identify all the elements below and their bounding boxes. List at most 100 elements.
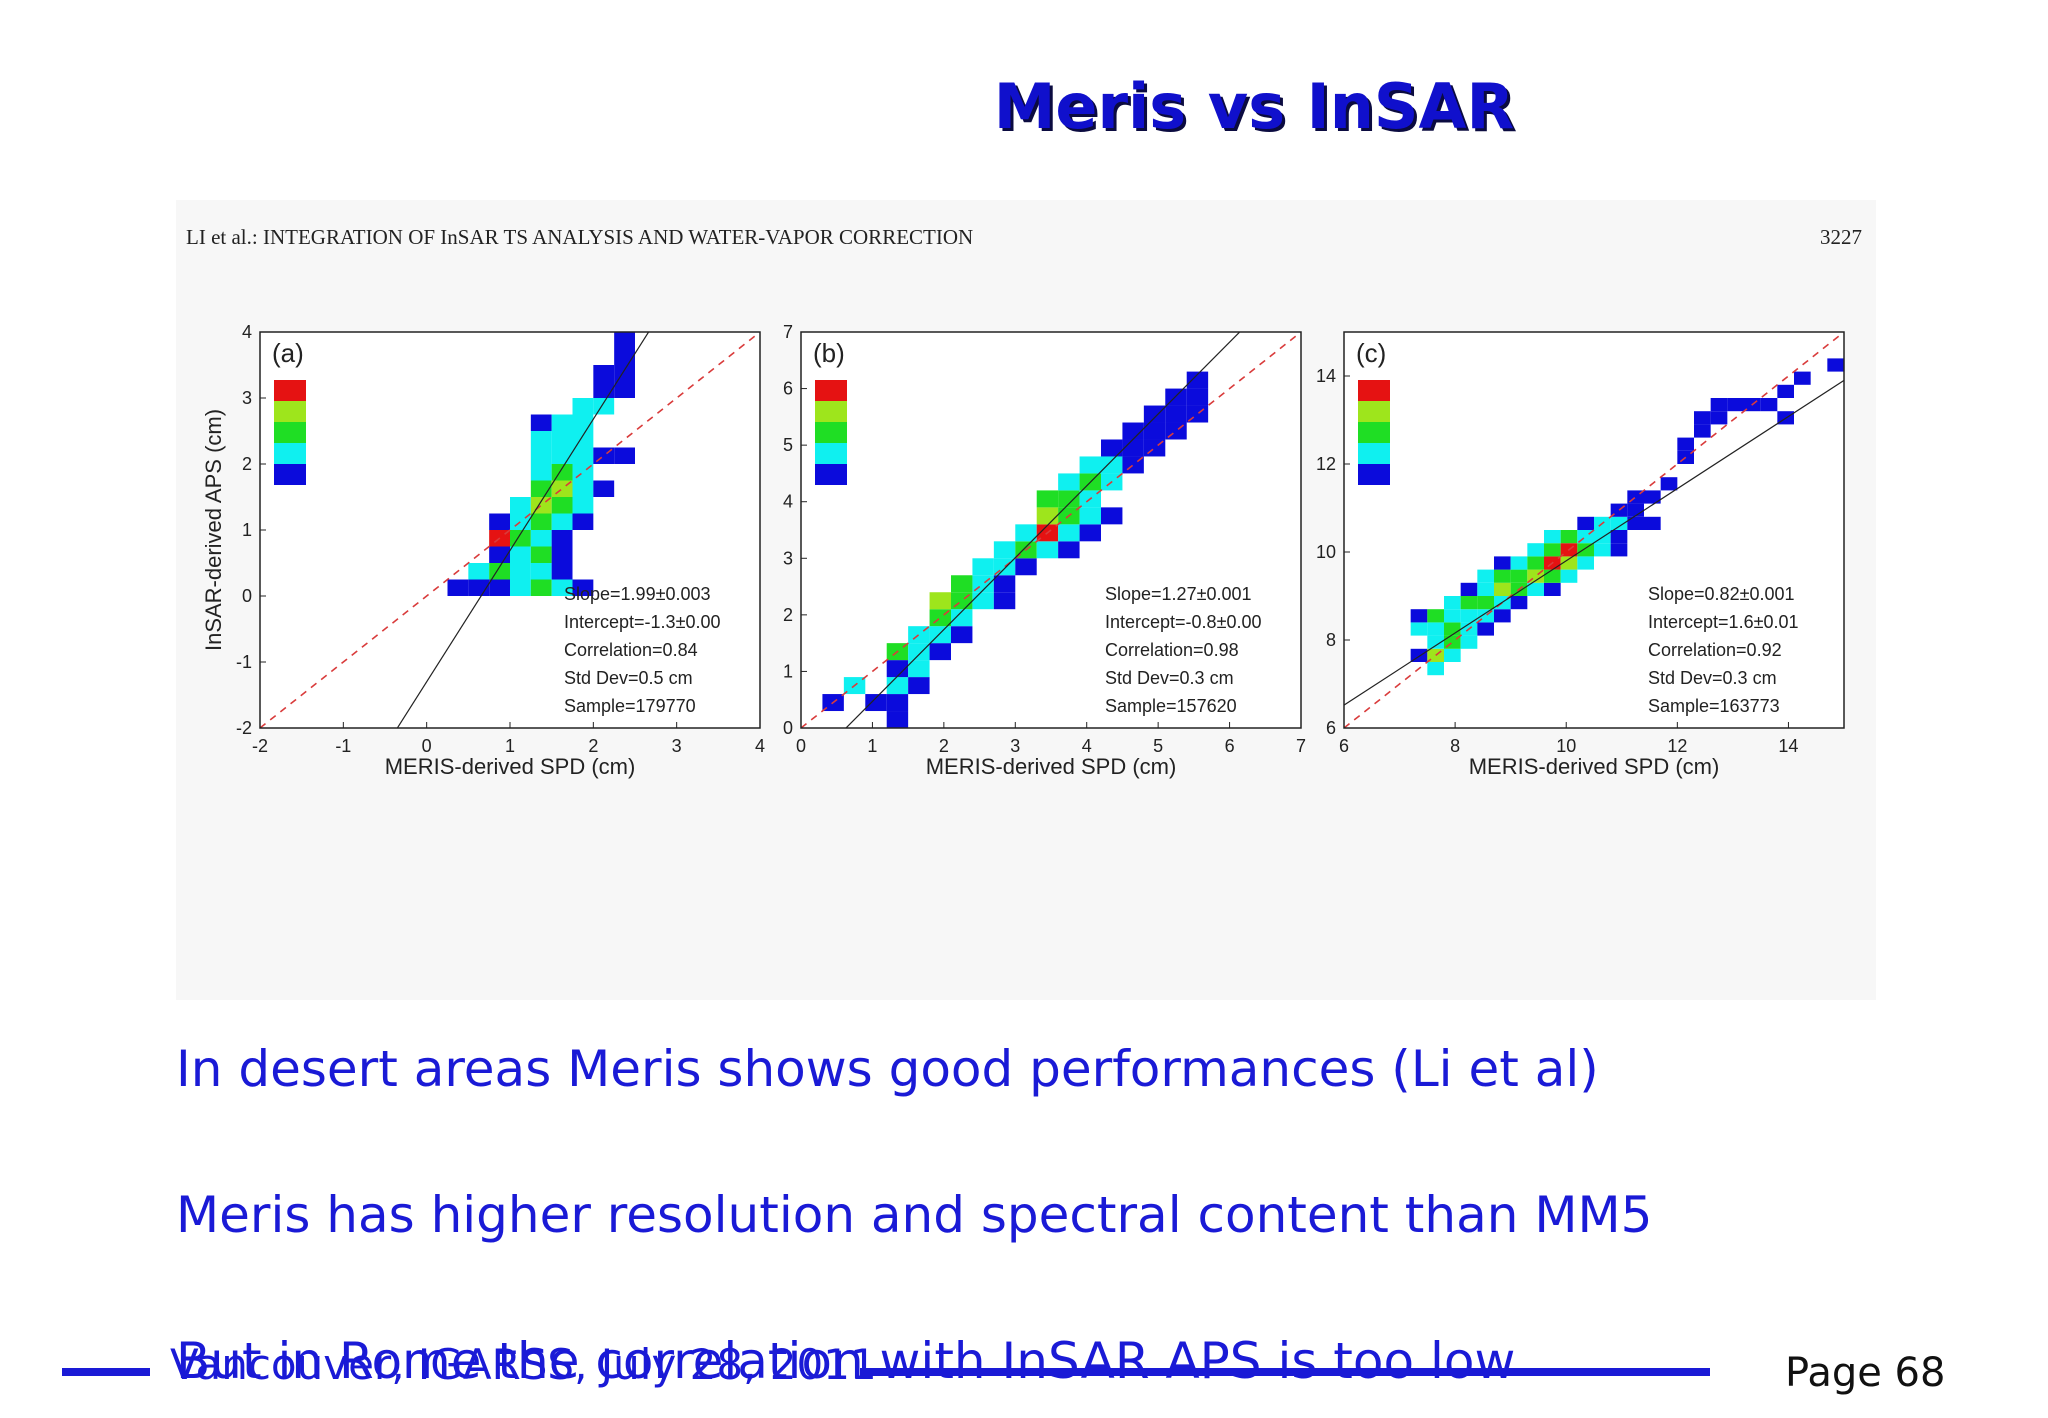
heatmap-cell: [1494, 569, 1511, 583]
heatmap-cell: [1544, 569, 1561, 583]
heatmap-cell: [1644, 516, 1661, 530]
heatmap-cell: [447, 579, 469, 596]
heatmap-cell: [1036, 490, 1059, 508]
heatmap-cell: [1036, 541, 1059, 559]
y-axis-label: InSAR-derived APS (cm): [201, 409, 226, 651]
heatmap-cell: [865, 694, 887, 712]
heatmap-cell: [551, 497, 573, 514]
heatmap-cell: [1444, 609, 1461, 623]
x-tick-label: 8: [1450, 736, 1460, 756]
heatmap-cell: [1477, 569, 1494, 583]
heatmap-cell: [572, 480, 594, 497]
x-tick-label: 12: [1667, 736, 1687, 756]
fit-line: [1344, 379, 1844, 706]
colorbar-swatch: [1358, 380, 1390, 401]
panel-2: 6 8 10 12 14 6 8 10 12 14 MERIS-derived SPD (cm) (c…: [1316, 331, 1845, 779]
heatmap-cell: [530, 546, 552, 563]
colorbar-swatch: [274, 401, 306, 422]
panel-label: (a): [272, 338, 304, 368]
heatmap-cell: [1494, 609, 1511, 623]
heatmap-cell: [614, 332, 635, 349]
x-tick-label: 10: [1556, 736, 1576, 756]
heatmap-cell: [1410, 622, 1428, 636]
heatmap-cell: [1694, 424, 1711, 438]
heatmap-cell: [551, 530, 573, 547]
bullet-3: But in Rome the correlation with InSAR A…: [176, 1332, 1516, 1390]
y-tick-label: 4: [242, 322, 252, 342]
stats-line: Slope=1.27±0.001: [1105, 584, 1252, 604]
heatmap-cell: [551, 447, 573, 464]
x-tick-label: 0: [422, 736, 432, 756]
heatmap-cell: [1510, 596, 1528, 610]
x-axis-label: MERIS-derived SPD (cm): [385, 754, 636, 779]
heatmap-cell: [1101, 439, 1123, 457]
heatmap-cell: [510, 579, 531, 596]
heatmap-cell: [489, 513, 510, 530]
heatmap-cell: [510, 530, 531, 547]
heatmap-cell: [530, 447, 552, 464]
stats-line: Std Dev=0.3 cm: [1105, 668, 1234, 688]
heatmap-cell: [1560, 569, 1578, 583]
heatmap-cell: [1527, 582, 1544, 596]
y-tick-label: 2: [783, 605, 793, 625]
heatmap-cell: [1460, 596, 1478, 610]
heatmap-cell: [572, 414, 594, 431]
x-tick-label: 6: [1225, 736, 1235, 756]
heatmap-cell: [489, 563, 510, 580]
x-tick-label: -2: [252, 736, 268, 756]
y-tick-label: 3: [242, 388, 252, 408]
x-tick-label: 3: [672, 736, 682, 756]
heatmap-cell: [593, 381, 615, 398]
heatmap-cell: [886, 694, 909, 712]
heatmap-cell: [1477, 622, 1494, 636]
heatmap-cell: [929, 592, 951, 610]
heatmap-cell: [1710, 411, 1728, 425]
heatmap-cell: [530, 563, 552, 580]
heatmap-cell: [1560, 530, 1578, 544]
heatmap-cell: [614, 381, 635, 398]
plot-frame: [1343, 331, 1845, 729]
heatmap-cell: [1143, 422, 1166, 440]
heatmap-cell: [1827, 358, 1844, 372]
heatmap-cell: [510, 497, 531, 514]
heatmap-cell: [993, 575, 1016, 593]
fit-line: [396, 332, 650, 728]
heatmap-cell: [1577, 516, 1594, 530]
heatmap-cell: [1101, 456, 1123, 474]
heatmap-cell: [972, 558, 994, 576]
y-tick-label: 1: [783, 661, 793, 681]
heatmap-cell: [972, 592, 994, 610]
stats-line: Correlation=0.98: [1105, 640, 1239, 660]
bullet-2: Meris has higher resolution and spectral…: [176, 1186, 1653, 1244]
heatmap-cell: [572, 398, 594, 415]
one-to-one-line: [260, 332, 760, 728]
heatmap-cell: [908, 677, 930, 695]
page-number: Page 68: [1785, 1350, 1946, 1396]
heatmap-cell: [1510, 556, 1528, 570]
heatmap-cell: [551, 464, 573, 481]
panel-1: 0 1 2 3 4 5 6 7 0 1 2 3 4 5 6 7 MERIS-derived SPD (cm) (b…: [783, 322, 1306, 779]
heatmap-cell: [951, 575, 973, 593]
heatmap-cell: [1710, 398, 1728, 412]
y-tick-label: 2: [242, 454, 252, 474]
heatmap-cell: [1079, 456, 1101, 474]
heatmap-cell: [530, 530, 552, 547]
colorbar-swatch: [1358, 464, 1390, 485]
heatmap-cell: [1544, 543, 1561, 557]
x-tick-label: 1: [505, 736, 515, 756]
heatmap-cell: [1122, 422, 1144, 440]
y-tick-label: 14: [1316, 366, 1336, 386]
heatmap-cell: [951, 609, 973, 627]
heatmap-cell: [886, 711, 909, 728]
y-tick-label: 8: [1326, 630, 1336, 650]
stats-line: Sample=163773: [1648, 696, 1780, 716]
heatmap-cell: [530, 414, 552, 431]
one-to-one-line: [1344, 332, 1844, 728]
heatmap-cell: [1427, 609, 1444, 623]
heatmap-cell: [1122, 439, 1144, 457]
heatmap-cell: [1165, 405, 1187, 423]
heatmap-cell: [1577, 543, 1594, 557]
heatmap-cell: [886, 677, 909, 695]
stats-line: Std Dev=0.3 cm: [1648, 668, 1777, 688]
heatmap-cell: [1594, 543, 1611, 557]
